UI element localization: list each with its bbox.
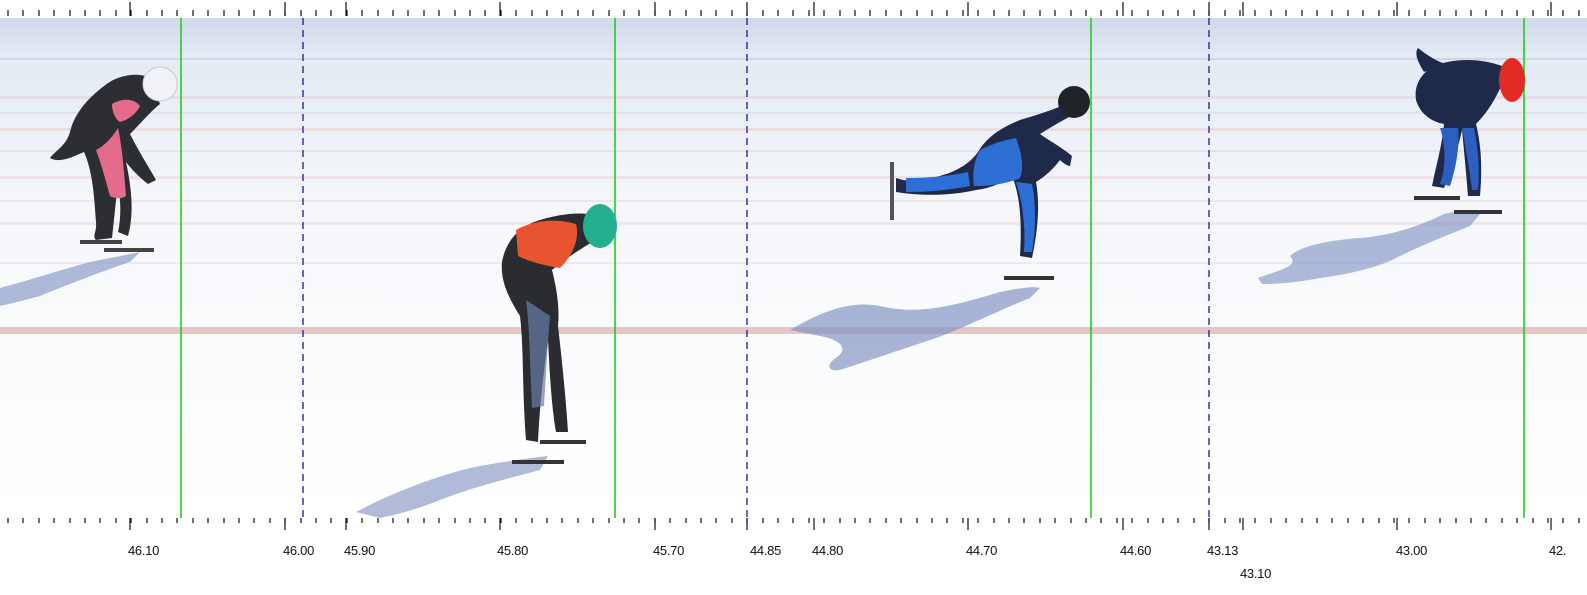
skater-shadow	[0, 252, 140, 306]
time-label: 43.10	[1240, 566, 1272, 581]
time-label: 44.85	[750, 543, 782, 558]
top-ruler-bar	[0, 0, 1587, 18]
skater-1	[0, 66, 178, 306]
time-label: 44.60	[1120, 543, 1152, 558]
skater-3	[790, 86, 1090, 371]
time-label: 44.80	[812, 543, 844, 558]
speed-skater-figure	[1415, 60, 1502, 196]
speed-skater-figure	[501, 213, 600, 442]
skate-blade	[1414, 196, 1460, 200]
time-label: 45.70	[653, 543, 685, 558]
time-label: 43.13	[1207, 543, 1239, 558]
skater-4	[1258, 48, 1525, 284]
skater-shadow	[790, 287, 1040, 371]
helmet	[1499, 58, 1525, 102]
helmet	[583, 204, 617, 248]
time-label: 42.	[1549, 543, 1567, 558]
skater-shadow	[356, 456, 548, 518]
top-time-ticks	[7, 2, 1580, 16]
time-label: 45.80	[497, 543, 529, 558]
skate-blade	[540, 440, 586, 444]
skate-blade	[104, 248, 154, 252]
ice-stripes	[0, 58, 1587, 264]
skate-blade	[80, 240, 122, 244]
helmet	[1058, 86, 1090, 118]
helmet	[142, 66, 178, 102]
bottom-ruler-bar	[0, 518, 1587, 595]
skater-shadow	[1258, 211, 1480, 284]
time-label: 43.00	[1396, 543, 1428, 558]
time-label: 46.10	[128, 543, 160, 558]
skater-2	[356, 204, 617, 518]
time-label: 44.70	[966, 543, 998, 558]
skate-blade	[1454, 210, 1502, 214]
bottom-time-ticks	[7, 518, 1580, 530]
time-label: 46.00	[283, 543, 315, 558]
skate-blade	[890, 162, 894, 220]
skate-blade	[1004, 276, 1054, 280]
skate-blade	[512, 460, 564, 464]
finish-lines	[180, 18, 1525, 518]
time-label: 45.90	[344, 543, 376, 558]
